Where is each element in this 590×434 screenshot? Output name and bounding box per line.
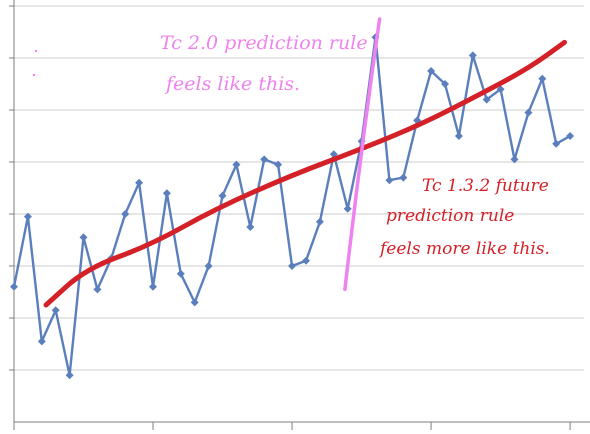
series-0-point-8: [121, 210, 130, 218]
series-0-point-36: [510, 155, 519, 164]
series-0-point-16: [232, 160, 241, 169]
series-0-point-5: [79, 233, 88, 242]
series-0-point-35: [496, 85, 505, 94]
series-0-point-24: [343, 204, 352, 213]
series-0-point-33: [468, 51, 477, 60]
series-0-point-28: [399, 173, 408, 182]
pink-annotation: Tc 2.0 prediction rule feels like this.: [160, 32, 368, 95]
series-0-point-12: [176, 269, 185, 278]
series-0-point-14: [204, 262, 213, 270]
pink-pen-dot-1: [34, 49, 38, 53]
pink-annotation-line-1: Tc 2.0 prediction rule: [160, 32, 368, 54]
series-0-point-10: [149, 282, 157, 291]
axes: [9, 0, 590, 430]
series-0-point-2: [37, 337, 46, 346]
pink-pen-dot-2: [32, 73, 36, 77]
series-0-point-22: [315, 217, 324, 226]
series-0-point-11: [162, 189, 171, 198]
series-0-point-13: [190, 298, 199, 307]
series-0-point-21: [302, 256, 310, 265]
series-0-point-34: [482, 95, 491, 104]
series-0-point-9: [135, 178, 144, 187]
pink-vertical-stroke: [343, 17, 382, 292]
series-0-point-18: [260, 155, 269, 164]
series-0-point-19: [274, 160, 283, 169]
series-0-point-20: [288, 262, 296, 270]
series-0-point-15: [218, 191, 227, 200]
series-0-point-3: [51, 306, 60, 315]
red-annotation-line-3: feels more like this.: [378, 239, 550, 259]
series-0-point-37: [524, 108, 533, 117]
red-annotation-line-1: Tc 1.3.2 future: [422, 176, 549, 196]
series-0-point-17: [246, 223, 255, 231]
pink-annotation-line-2: feels like this.: [164, 73, 300, 95]
series-0-point-30: [427, 67, 436, 75]
series-0-point-32: [454, 132, 463, 140]
series-0-point-1: [23, 212, 32, 221]
trend-layer: [43, 39, 567, 308]
series-0-point-6: [93, 285, 102, 294]
red-annotation-line-2: prediction rule: [386, 206, 514, 226]
red-annotation: Tc 1.3.2 future prediction rule feels mo…: [378, 176, 550, 259]
series-0-point-38: [538, 74, 547, 83]
series-0-point-0: [10, 282, 18, 291]
pink-annotation-layer: [32, 17, 382, 292]
series-0-point-31: [441, 80, 449, 88]
series-0-point-40: [566, 132, 575, 140]
series-0-point-27: [385, 176, 394, 185]
red-trend-line: [43, 39, 567, 308]
series-0-point-39: [552, 139, 561, 148]
series-0-point-4: [65, 371, 74, 380]
